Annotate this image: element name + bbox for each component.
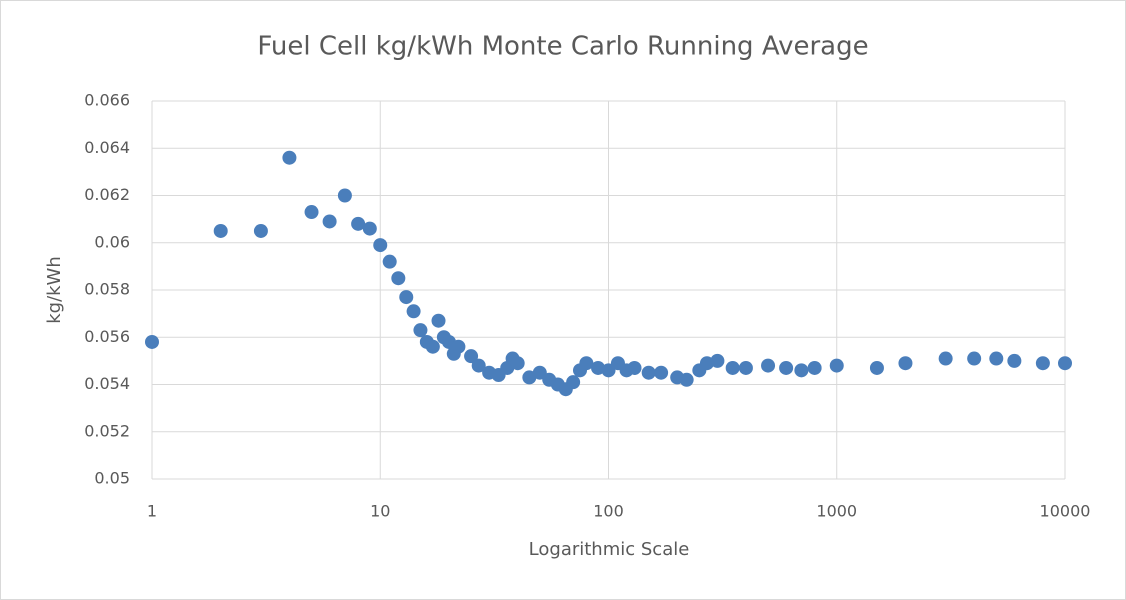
point — [1007, 353, 1022, 368]
point — [406, 304, 421, 319]
point — [322, 214, 337, 229]
point — [1058, 356, 1072, 371]
point — [761, 358, 776, 373]
y-tick-label: 0.066 — [84, 91, 130, 110]
point — [399, 290, 414, 305]
point — [679, 372, 694, 387]
chart-title: Fuel Cell kg/kWh Monte Carlo Running Ave… — [257, 32, 868, 62]
x-axis-label: Logarithmic Scale — [529, 539, 690, 560]
point — [738, 360, 753, 375]
point — [471, 358, 486, 373]
point — [464, 349, 479, 364]
point — [145, 334, 159, 349]
point — [641, 365, 656, 380]
x-tick-label: 1 — [147, 502, 157, 521]
point — [579, 356, 594, 371]
y-tick-label: 0.052 — [84, 421, 130, 440]
y-axis-label: kg/kWh — [44, 256, 65, 324]
point — [794, 363, 809, 378]
point — [522, 370, 537, 385]
point — [829, 358, 844, 373]
point — [431, 313, 446, 328]
y-tick-label: 0.058 — [84, 280, 130, 299]
y-tick-label: 0.062 — [84, 185, 130, 204]
x-tick-label: 10000 — [1040, 502, 1091, 521]
point — [1035, 356, 1050, 371]
point — [654, 365, 669, 380]
point — [304, 205, 319, 220]
point — [451, 339, 466, 354]
y-tick-label: 0.056 — [84, 327, 130, 346]
point — [510, 356, 525, 371]
point — [282, 150, 297, 165]
point — [807, 360, 822, 375]
y-tick-label: 0.05 — [94, 469, 130, 488]
point — [869, 360, 884, 375]
y-tick-label: 0.06 — [94, 232, 130, 251]
point — [391, 271, 406, 286]
point — [938, 351, 953, 366]
point — [213, 223, 228, 238]
point — [425, 339, 440, 354]
point — [898, 356, 913, 371]
x-tick-label: 100 — [593, 502, 624, 521]
x-tick-label: 10 — [370, 502, 390, 521]
point — [591, 360, 606, 375]
point — [967, 351, 982, 366]
point — [413, 323, 428, 338]
point — [337, 188, 352, 203]
point — [779, 360, 794, 375]
y-tick-label: 0.064 — [84, 138, 130, 157]
point — [373, 238, 388, 253]
x-tick-label: 1000 — [816, 502, 857, 521]
point — [699, 356, 714, 371]
point — [627, 360, 642, 375]
point — [351, 216, 366, 231]
point — [725, 360, 740, 375]
point — [253, 223, 268, 238]
point — [362, 221, 377, 236]
point — [382, 254, 397, 269]
point — [710, 353, 725, 368]
point — [989, 351, 1004, 366]
point — [566, 375, 581, 390]
y-tick-label: 0.054 — [84, 374, 130, 393]
